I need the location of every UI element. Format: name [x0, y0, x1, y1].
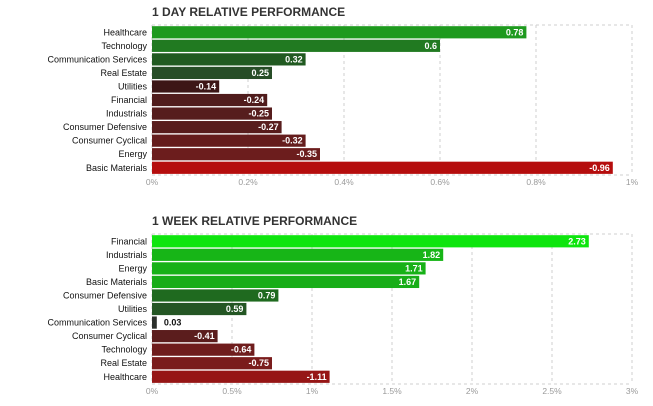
bar[interactable] — [152, 39, 440, 52]
tick-label: 0.8% — [526, 177, 546, 187]
value-label: -0.27 — [258, 122, 279, 132]
value-label: -0.41 — [194, 331, 215, 341]
bar[interactable] — [152, 262, 426, 275]
value-label: -0.75 — [248, 358, 269, 368]
bar[interactable] — [152, 289, 279, 302]
tick-label: 1% — [306, 386, 319, 396]
bar[interactable] — [152, 248, 444, 261]
value-label: 0.32 — [285, 54, 303, 64]
bar[interactable] — [152, 148, 320, 161]
category-label: Healthcare — [103, 372, 147, 382]
tick-label: 0.5% — [222, 386, 242, 396]
category-label: Consumer Defensive — [63, 290, 147, 300]
chart-title: 1 DAY RELATIVE PERFORMANCE — [152, 5, 346, 19]
category-label: Real Estate — [100, 68, 147, 78]
value-label: 1.82 — [423, 250, 441, 260]
value-label: 0.79 — [258, 290, 276, 300]
tick-label: 0% — [146, 177, 159, 187]
value-label: 1.67 — [399, 277, 417, 287]
bar[interactable] — [152, 161, 613, 174]
tick-label: 0.6% — [430, 177, 450, 187]
value-label: 0.25 — [251, 68, 269, 78]
category-label: Technology — [101, 345, 147, 355]
value-label: 0.03 — [164, 318, 182, 328]
category-label: Industrials — [106, 109, 148, 119]
bar[interactable] — [152, 53, 306, 66]
bar[interactable] — [152, 80, 220, 93]
category-label: Real Estate — [100, 358, 147, 368]
bar[interactable] — [152, 370, 330, 383]
category-label: Healthcare — [103, 27, 147, 37]
value-label: -0.24 — [244, 95, 265, 105]
bar[interactable] — [152, 134, 306, 147]
value-label: 0.78 — [506, 27, 524, 37]
bar[interactable] — [152, 121, 282, 134]
value-label: -0.32 — [282, 136, 303, 146]
value-label: -0.96 — [589, 163, 610, 173]
category-label: Communication Services — [47, 54, 147, 64]
tick-label: 0.4% — [334, 177, 354, 187]
bar[interactable] — [152, 26, 527, 39]
tick-label: 0% — [146, 386, 159, 396]
value-label: -0.64 — [231, 345, 252, 355]
chart-title: 1 WEEK RELATIVE PERFORMANCE — [152, 214, 358, 228]
category-label: Industrials — [106, 250, 148, 260]
category-label: Utilities — [118, 304, 148, 314]
tick-label: 3% — [626, 386, 639, 396]
chart-1day-plot: Healthcare 0.78 Technology 0.6 Communication… — [47, 24, 639, 187]
category-label: Energy — [118, 263, 147, 273]
category-label: Energy — [118, 149, 147, 159]
tick-label: 1.5% — [382, 386, 402, 396]
tick-label: 2% — [466, 386, 479, 396]
bar[interactable] — [152, 107, 272, 120]
category-label: Financial — [111, 236, 147, 246]
bar[interactable] — [152, 302, 247, 316]
value-label: 0.6 — [424, 41, 437, 51]
value-label: -0.35 — [296, 149, 317, 159]
category-label: Consumer Cyclical — [72, 331, 147, 341]
chart-1day: 1 DAY RELATIVE PERFORMANCE Healthcare 0.7… — [0, 5, 653, 195]
category-label: Communication Services — [47, 318, 147, 328]
value-label: -1.11 — [307, 372, 327, 382]
value-label: -0.14 — [196, 81, 217, 91]
category-label: Technology — [101, 41, 147, 51]
bar[interactable] — [152, 357, 272, 370]
tick-label: 0.2% — [238, 177, 258, 187]
value-label: 2.73 — [568, 236, 586, 246]
category-label: Consumer Defensive — [63, 122, 147, 132]
value-label: -0.25 — [248, 109, 269, 119]
chart-1week: 1 WEEK RELATIVE PERFORMANCE Financial 2.7… — [0, 214, 653, 404]
value-label: 0.59 — [226, 304, 244, 314]
value-label: 1.71 — [405, 263, 423, 273]
tick-label: 2.5% — [542, 386, 562, 396]
bar[interactable] — [152, 235, 589, 248]
bar[interactable] — [152, 275, 420, 289]
category-label: Financial — [111, 95, 147, 105]
bar[interactable] — [152, 343, 255, 356]
bar[interactable] — [152, 93, 268, 107]
category-label: Basic Materials — [86, 163, 148, 173]
category-label: Basic Materials — [86, 277, 148, 287]
bar[interactable] — [152, 66, 272, 80]
chart-1week-plot: Financial 2.73 Industrials 1.82 Energy 1.71 Ba… — [47, 233, 639, 396]
bar[interactable] — [152, 316, 157, 329]
category-label: Utilities — [118, 81, 148, 91]
bar[interactable] — [152, 330, 218, 343]
category-label: Consumer Cyclical — [72, 136, 147, 146]
tick-label: 1% — [626, 177, 639, 187]
